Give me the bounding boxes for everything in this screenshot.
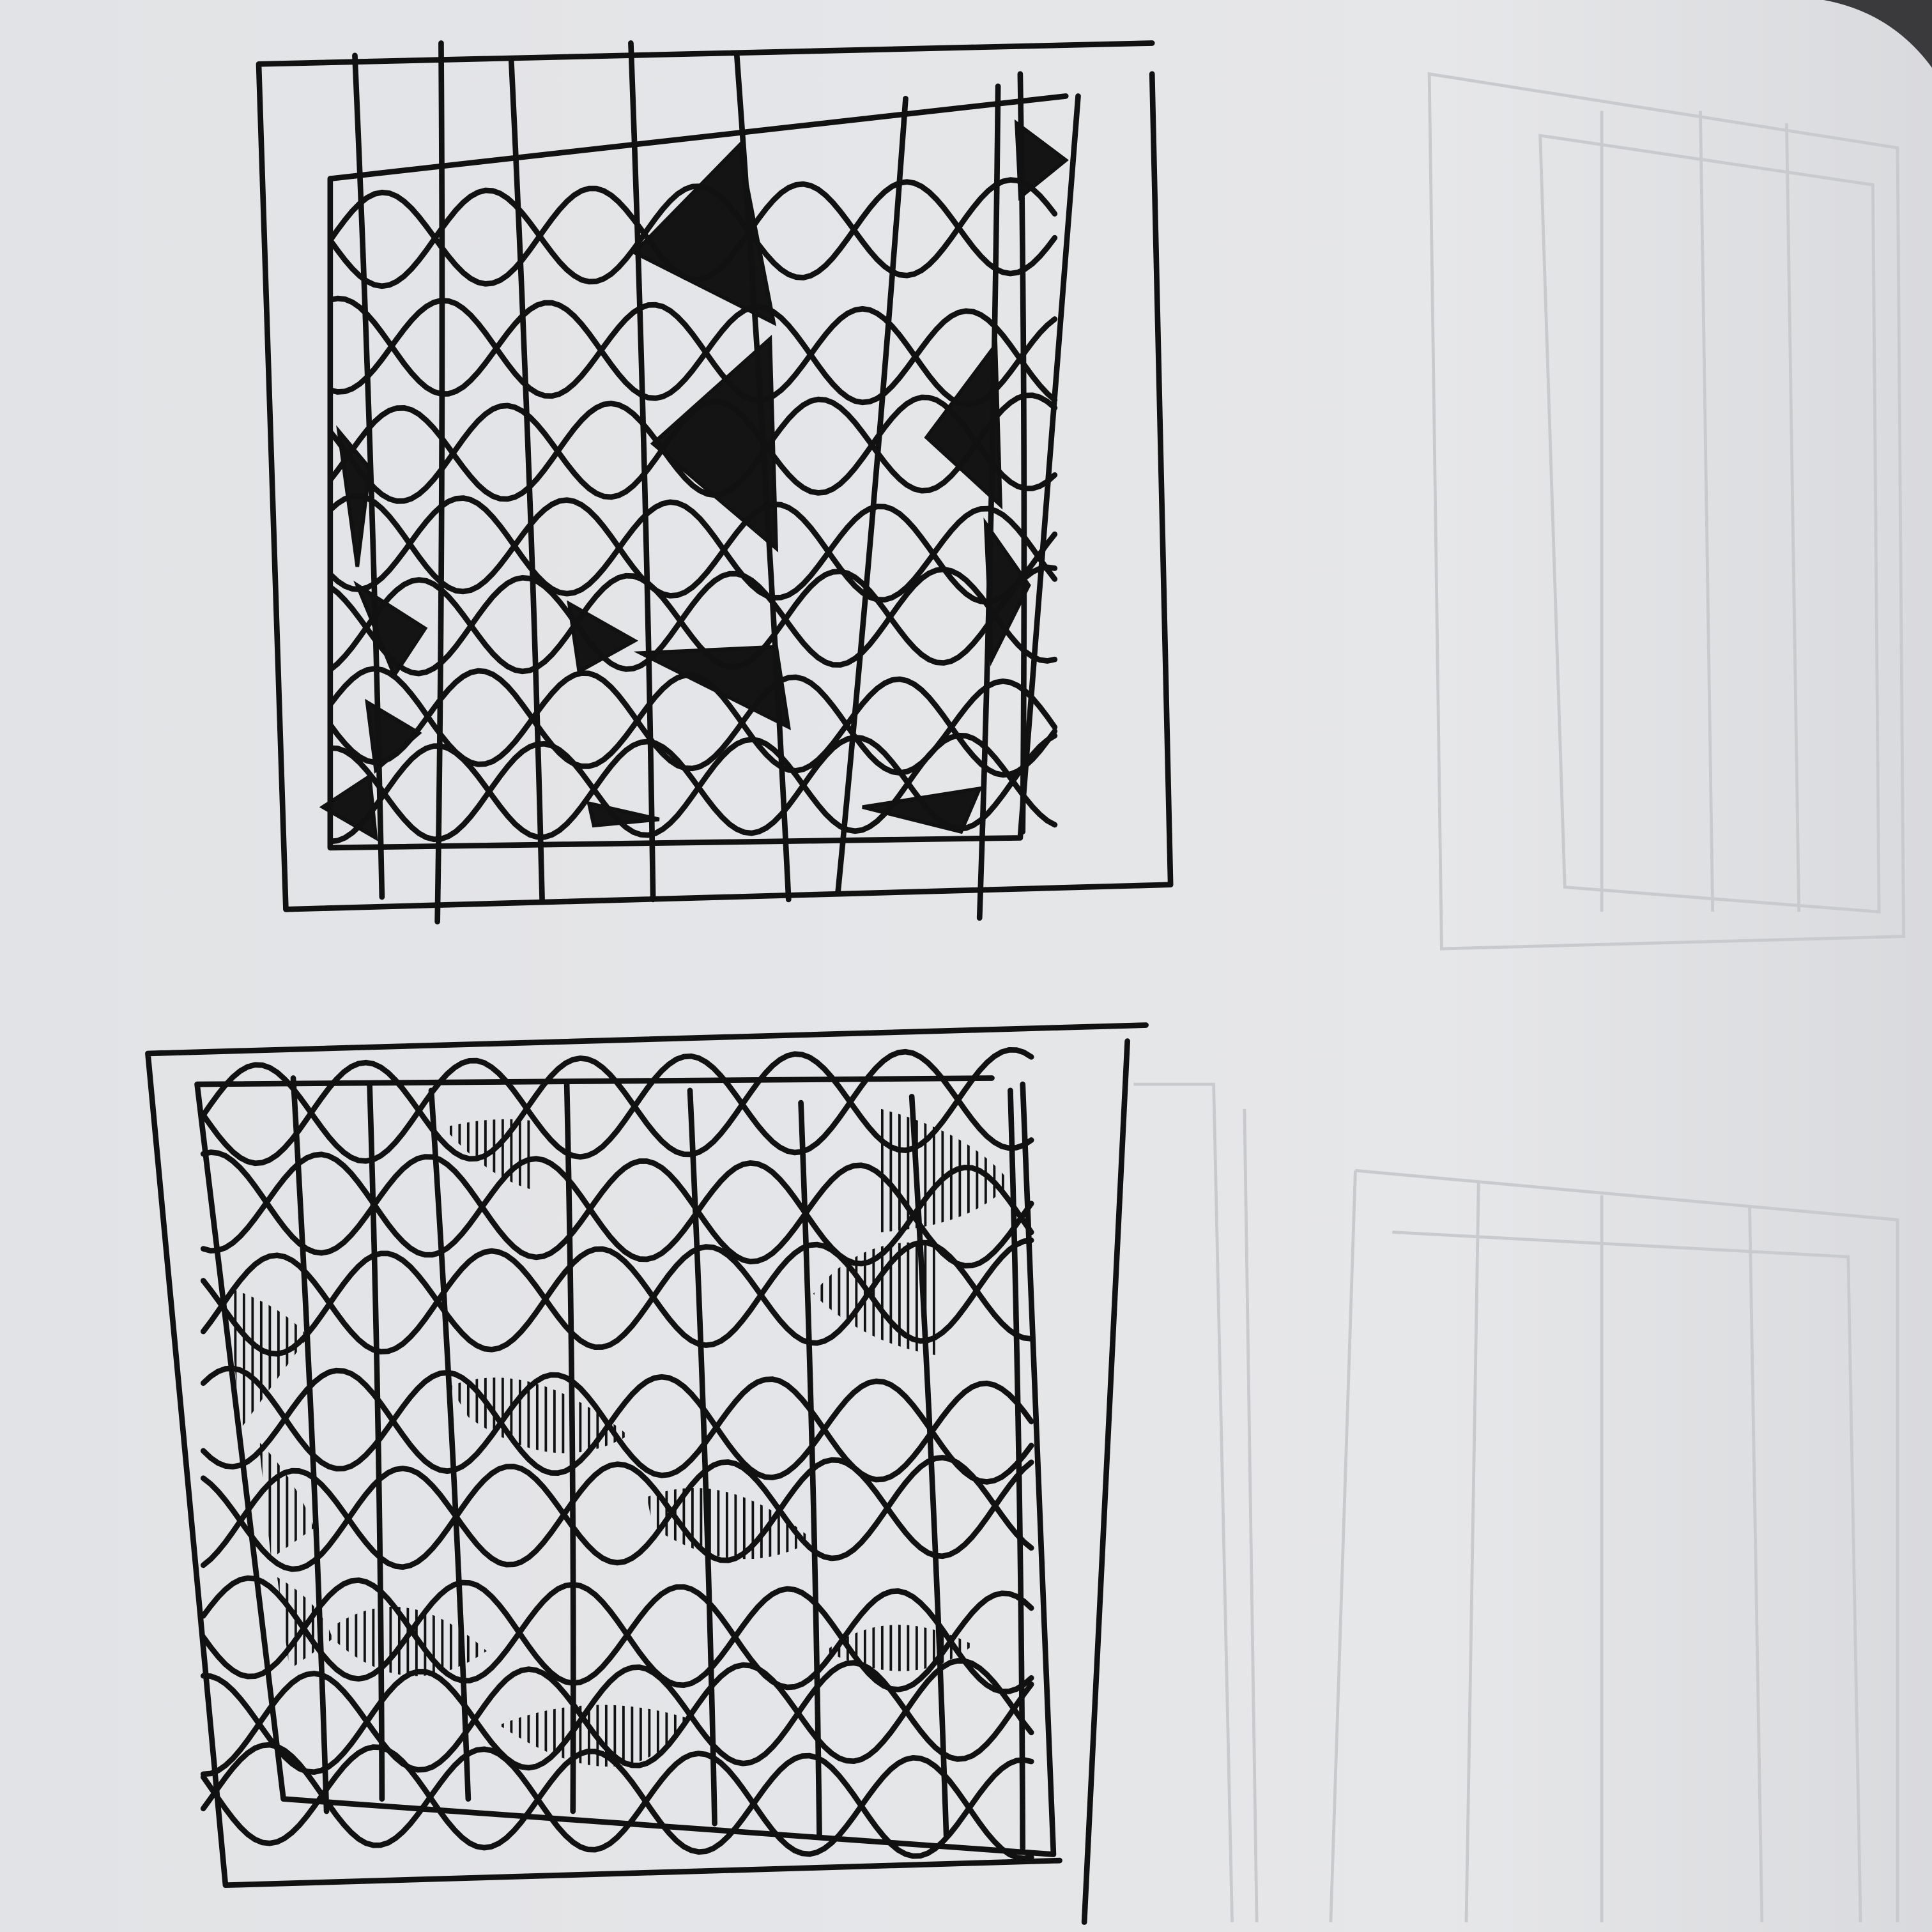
wave-line (327, 668, 1058, 778)
wave-line (327, 177, 1058, 287)
filled-shape (567, 600, 639, 675)
vertical-lines (352, 40, 1027, 924)
wave-line (200, 1658, 1034, 1777)
wave-line (327, 394, 1058, 504)
vertical-line (428, 1087, 471, 1802)
wave-line (200, 1742, 1034, 1862)
wave-line (327, 733, 1058, 845)
wave-line (200, 1744, 1034, 1859)
wave-line (200, 1367, 1034, 1483)
wave-line (200, 1457, 1034, 1572)
wave-line (327, 295, 1058, 406)
wave-line (327, 179, 1058, 289)
filled-shape (631, 141, 777, 326)
vertical-line (509, 59, 545, 903)
wave-line (327, 732, 1058, 843)
wave-line (200, 1455, 1034, 1570)
inner-frame (327, 93, 1081, 851)
wave-line (200, 1365, 1034, 1485)
vertical-line (290, 1075, 330, 1814)
wave-line (200, 1239, 1034, 1354)
wave-line (327, 298, 1058, 408)
wave-line (200, 1575, 1034, 1694)
hatched-shape (227, 1287, 309, 1430)
vertical-line (687, 1087, 717, 1827)
wave-line (200, 1149, 1034, 1269)
wave-line (200, 1151, 1034, 1267)
vertical-line (733, 52, 792, 903)
bottom-drawing (145, 1022, 1149, 1925)
vertical-line (352, 52, 385, 900)
hatched-shape (449, 1377, 629, 1453)
vertical-line (835, 95, 908, 896)
vertical-line (434, 40, 445, 924)
wave-line (200, 1237, 1034, 1357)
wave-line (327, 564, 1058, 675)
page-corner (1823, 0, 1932, 68)
wave-lines (327, 177, 1058, 845)
top-drawing (256, 40, 1174, 924)
vertical-line (1017, 71, 1027, 835)
hatched-shape (259, 1441, 314, 1559)
wave-lines (200, 1046, 1034, 1862)
faint-pencil-sketches (1133, 72, 1906, 1922)
wave-line (200, 1660, 1034, 1775)
wave-line (327, 392, 1058, 502)
wave-line (327, 495, 1058, 605)
outer-frame (256, 40, 1174, 912)
hatched-shape (647, 1488, 813, 1560)
filled-shape (1014, 119, 1069, 201)
wave-line (200, 1048, 1034, 1164)
outer-frame (145, 1022, 1149, 1925)
vertical-line (976, 83, 1001, 921)
wave-line (327, 566, 1058, 677)
hatched-shape (332, 1606, 487, 1676)
wave-line (200, 1046, 1034, 1167)
